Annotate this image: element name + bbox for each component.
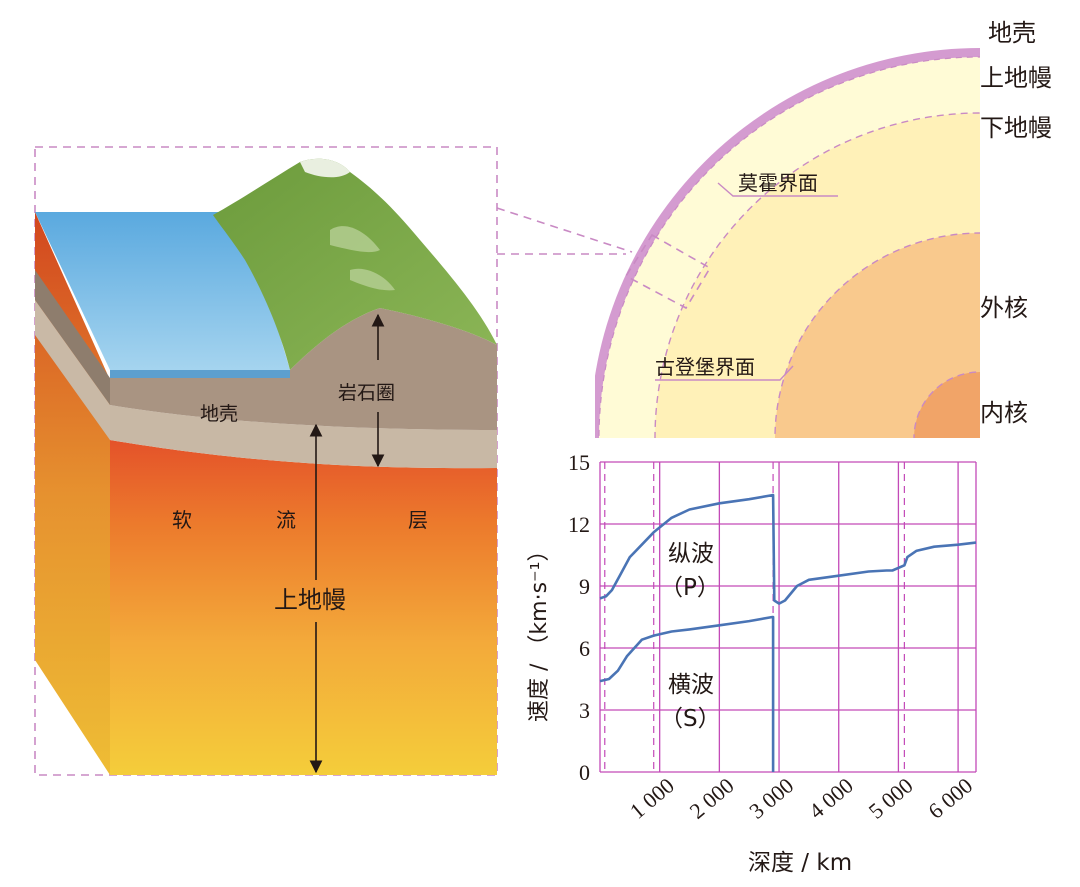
x-axis-label: 深度 / km — [748, 850, 852, 876]
mountain — [213, 158, 497, 370]
y-tick-label-3: 9 — [579, 574, 590, 599]
lithosphere-lower-band — [110, 405, 497, 469]
x-tick-label-4: 5 000 — [864, 773, 918, 824]
p-wave-label-sub: （P） — [660, 575, 720, 601]
gutenberg-label: 古登堡界面 — [655, 355, 755, 379]
sea-top — [35, 212, 290, 370]
x-tick-label-3: 4 000 — [804, 773, 858, 824]
x-tick-label-5: 6 000 — [923, 773, 977, 824]
s-wave-label-sub: （S） — [660, 706, 721, 732]
outer-core-label: 外核 — [980, 294, 1028, 322]
y-tick-label-4: 12 — [568, 512, 590, 537]
series-line-p-wave — [599, 493, 977, 605]
moho-leader — [717, 182, 838, 197]
block-crust-label: 地壳 — [200, 403, 238, 425]
series-line-s-wave — [599, 615, 775, 772]
s-wave-label: 横波 — [668, 672, 714, 698]
x-tick-label-2: 3 000 — [744, 773, 798, 824]
earth-upper-mantle-label: 上地幔 — [980, 64, 1052, 92]
y-tick-labels: 0 3 6 9 12 15 — [568, 450, 590, 785]
outer-core-zone — [775, 233, 980, 438]
crust-front — [110, 308, 497, 430]
y-axis-label: 速度 / （km·s⁻¹） — [527, 540, 552, 722]
mountain-ridge-2 — [350, 268, 395, 291]
chart-grid — [599, 461, 977, 773]
side-crust-stripe — [35, 270, 110, 405]
x-tick-labels: 1 000 2 000 3 000 4 000 5 000 6 000 — [625, 773, 977, 824]
mountain-ridge — [330, 226, 380, 253]
lithosphere-label: 岩石圈 — [338, 382, 395, 404]
asthenosphere-char-3: 层 — [408, 508, 428, 532]
earth-lower-mantle-label: 下地幔 — [980, 114, 1052, 142]
y-tick-label-1: 3 — [579, 698, 590, 723]
asthenosphere-char-1: 软 — [172, 508, 192, 532]
inner-core-label: 内核 — [980, 399, 1028, 427]
p-wave-label: 纵波 — [668, 541, 714, 567]
x-tick-label-1: 2 000 — [685, 773, 739, 824]
x-tick-label-0: 1 000 — [625, 773, 679, 824]
chart-boundaries — [604, 462, 905, 772]
chart-lines — [599, 493, 977, 772]
moho-label: 莫霍界面 — [738, 171, 818, 195]
sea-front — [110, 370, 290, 378]
y-tick-label-5: 15 — [568, 450, 590, 475]
inner-core-zone — [914, 372, 980, 438]
block-upper-mantle-label: 上地幔 — [274, 586, 346, 614]
geology-block: 地壳 岩石圈 软 流 层 上地幔 — [34, 146, 498, 776]
asthenosphere-char-2: 流 — [276, 508, 296, 532]
earth-structure: 地壳 上地幔 下地幔 莫霍界面 外核 古登堡界面 内核 — [595, 19, 1052, 438]
mountain-highlight — [300, 158, 350, 178]
earth-crust-label: 地壳 — [988, 19, 1036, 47]
gutenberg-leader — [655, 365, 794, 381]
zoom-connector-top — [496, 207, 633, 253]
y-tick-label-2: 6 — [579, 636, 590, 661]
asthenosphere-front — [110, 440, 497, 775]
side-crust-stripe-light — [35, 300, 110, 440]
y-tick-label-0: 0 — [579, 760, 590, 785]
zoom-box — [624, 233, 712, 310]
